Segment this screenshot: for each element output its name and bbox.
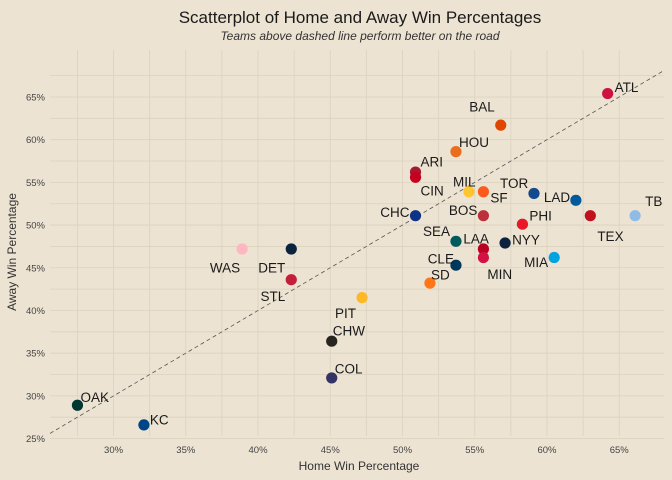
point-hou (450, 146, 462, 158)
point-label-laa: LAA (463, 231, 489, 246)
point-cle (450, 259, 462, 271)
point-label-chc: CHC (380, 205, 409, 220)
point-tor (528, 187, 540, 200)
point-mia (548, 251, 560, 264)
point-label-min: MIN (487, 267, 512, 282)
point-kc (138, 419, 150, 431)
y-axis-title: Away Win Percentage (5, 193, 19, 311)
point-label-tb: TB (645, 194, 662, 209)
point-label-bos: BOS (449, 203, 478, 218)
point-label-lad: LAD (544, 190, 571, 205)
point-label-sd: SD (431, 268, 450, 283)
point-label-kc: KC (150, 412, 169, 427)
point-chw (326, 335, 338, 347)
point-label-chw: CHW (333, 324, 365, 339)
y-tick-label: 40% (26, 306, 46, 317)
point-label-sea: SEA (423, 224, 450, 239)
x-tick-label: 30% (104, 445, 124, 456)
point-label-det: DET (258, 260, 285, 275)
x-tick-label: 50% (393, 445, 413, 456)
x-tick-label: 35% (176, 445, 196, 456)
point-label-col: COL (335, 361, 363, 376)
point-stl (285, 274, 297, 286)
point-label-tex: TEX (597, 229, 623, 244)
point-mil (463, 186, 475, 198)
point-tex (584, 210, 596, 222)
point-label-cin: CIN (421, 184, 444, 199)
point-bal (495, 119, 507, 131)
point-label-nyy: NYY (512, 233, 540, 248)
point-label-oak: OAK (80, 390, 109, 405)
x-tick-label: 65% (610, 445, 630, 456)
point-col (326, 372, 338, 384)
x-tick-label: 45% (321, 445, 341, 456)
point-sf (477, 186, 490, 198)
x-axis-ticks: 30% 35% 40% 45% 50% 55% 60% 65% (104, 445, 629, 456)
point-label-bal: BAL (469, 100, 495, 115)
x-axis-title: Home Win Percentage (299, 459, 420, 473)
x-tick-label: 40% (249, 445, 269, 456)
y-tick-label: 50% (26, 221, 46, 232)
y-tick-label: 35% (26, 349, 46, 360)
point-lad (570, 194, 582, 206)
y-tick-label: 65% (26, 92, 46, 103)
grid (50, 50, 664, 439)
point-pit (356, 292, 368, 304)
point-label-cle: CLE (428, 252, 454, 267)
point-tb (629, 210, 641, 222)
point-label-was: WAS (210, 260, 240, 275)
y-tick-label: 60% (26, 135, 46, 146)
point-label-stl: STL (261, 289, 286, 304)
chart-title: Scatterplot of Home and Away Win Percent… (179, 8, 542, 27)
y-axis-ticks: 25% 30% 35% 40% 45% 50% 55% 60% 65% (26, 92, 46, 445)
point-label-pit: PIT (335, 306, 356, 321)
point-cin (409, 171, 422, 183)
point-oak (71, 399, 84, 411)
point-label-mia: MIA (524, 255, 548, 270)
y-tick-label: 30% (26, 391, 46, 402)
point-label-ari: ARI (421, 155, 444, 170)
point-was (236, 243, 248, 255)
x-tick-label: 55% (465, 445, 485, 456)
point-atl (602, 87, 614, 100)
point-min (477, 251, 490, 264)
point-label-mil: MIL (453, 174, 476, 189)
points (71, 87, 641, 431)
point-laa (477, 243, 490, 255)
point-chc (409, 210, 422, 222)
y-tick-label: 25% (26, 434, 46, 445)
x-tick-label: 60% (537, 445, 557, 456)
point-label-atl: ATL (615, 80, 639, 95)
point-phi (516, 218, 529, 230)
point-bos (477, 210, 490, 222)
point-label-tor: TOR (500, 176, 529, 191)
point-sea (450, 235, 462, 247)
point-label-sf: SF (490, 190, 507, 205)
y-tick-label: 55% (26, 178, 46, 189)
point-label-hou: HOU (459, 135, 489, 150)
point-nyy (499, 237, 511, 249)
point-label-phi: PHI (529, 209, 552, 224)
y-tick-label: 45% (26, 263, 46, 274)
chart-subtitle: Teams above dashed line perform better o… (220, 29, 499, 43)
point-sd (424, 277, 436, 289)
point-det (285, 243, 297, 255)
